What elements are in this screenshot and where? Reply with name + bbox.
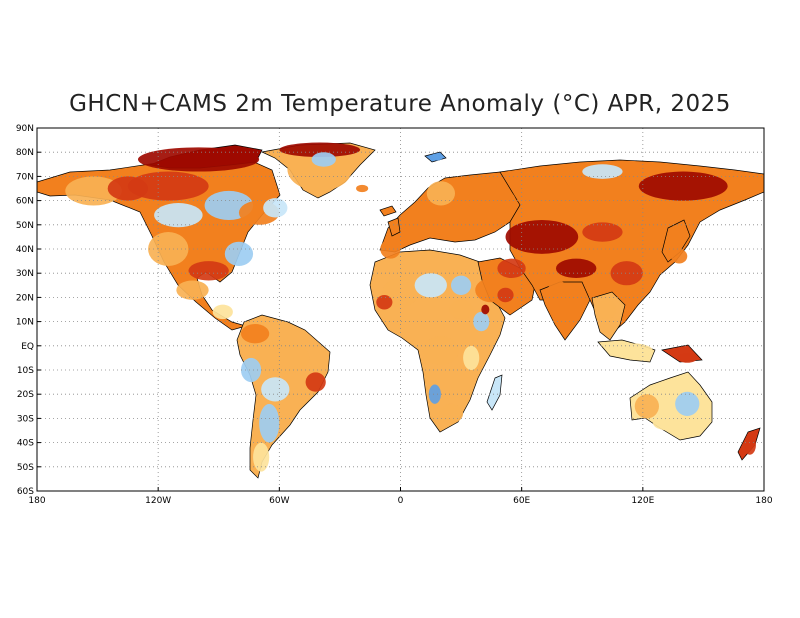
x-tick-label: 180 bbox=[755, 496, 772, 506]
y-tick-label: 50S bbox=[17, 463, 34, 473]
x-tick-label: 0 bbox=[398, 496, 404, 506]
y-axis-ticks: 90N 80N 70N 60N 50N 40N 30N 20N 10N EQ 10S 20S 30S 40… bbox=[16, 124, 41, 497]
y-tick-label: 30N bbox=[16, 269, 34, 279]
anomaly-us-midwest bbox=[188, 232, 229, 257]
anomaly-congo bbox=[422, 336, 460, 366]
anomaly-nw-canada bbox=[127, 171, 209, 201]
y-tick-label: 60S bbox=[17, 487, 34, 497]
y-tick-label: 40S bbox=[17, 439, 34, 449]
x-tick-label: 180 bbox=[28, 496, 45, 506]
anomaly-sahara-central bbox=[414, 273, 447, 298]
anomaly-europe bbox=[406, 212, 456, 237]
anomaly-central-asia bbox=[505, 219, 579, 254]
anomaly-amazon bbox=[249, 340, 310, 375]
anomaly-peru bbox=[240, 357, 262, 383]
anomaly-brazil-east bbox=[305, 372, 326, 392]
anomaly-red-sea bbox=[481, 304, 490, 315]
anomaly-australia-south bbox=[652, 415, 686, 431]
gridlines bbox=[37, 128, 764, 491]
anomaly-mexico bbox=[176, 280, 209, 300]
y-tick-label: 10S bbox=[17, 366, 34, 376]
anomaly-mongolia bbox=[582, 222, 623, 242]
anomaly-egypt bbox=[450, 275, 472, 295]
anomaly-greenland-north bbox=[279, 142, 361, 158]
anomaly-labrador bbox=[263, 198, 288, 218]
anomaly-new-zealand bbox=[743, 435, 756, 455]
anomaly-alaska bbox=[65, 176, 122, 206]
anomaly-argentina bbox=[259, 403, 280, 443]
y-tick-label: 80N bbox=[16, 148, 34, 158]
anomaly-canadian-arctic bbox=[137, 147, 260, 172]
anomaly-siberia-central bbox=[553, 181, 611, 211]
anomaly-patagonia bbox=[253, 442, 270, 472]
anomaly-central-america bbox=[212, 304, 233, 320]
british-isles bbox=[387, 217, 401, 237]
anomaly-siberia-east bbox=[638, 171, 728, 201]
y-tick-label: 20S bbox=[17, 390, 34, 400]
anomaly-bolivia bbox=[261, 377, 290, 402]
anomaly-russia-west bbox=[467, 186, 516, 216]
x-tick-label: 120E bbox=[631, 496, 654, 506]
iceland bbox=[379, 205, 397, 217]
x-tick-label: 120W bbox=[145, 496, 171, 506]
anomaly-south-africa bbox=[438, 403, 464, 424]
land-layer bbox=[37, 142, 764, 479]
anomaly-australia-east bbox=[675, 391, 700, 416]
y-tick-label: 20N bbox=[16, 293, 34, 303]
anomaly-colombia bbox=[240, 324, 270, 344]
anomaly-svalbard bbox=[430, 153, 443, 161]
anomaly-india bbox=[545, 280, 571, 315]
x-tick-label: 60E bbox=[513, 496, 530, 506]
anomaly-arabia-east bbox=[497, 287, 514, 303]
anomaly-siberia-north bbox=[582, 164, 623, 179]
anomaly-sahel-west bbox=[376, 294, 393, 310]
anomaly-greenland-core bbox=[311, 152, 336, 167]
anomaly-us-south bbox=[188, 261, 229, 281]
anomaly-china-east bbox=[610, 261, 643, 286]
anomaly-new-guinea bbox=[677, 353, 698, 363]
anomaly-indonesia bbox=[612, 343, 653, 358]
y-tick-label: 70N bbox=[16, 172, 34, 182]
anomaly-us-east bbox=[224, 241, 254, 266]
x-axis-ticks: 180 120W 60W 0 60E 120E 180 bbox=[28, 487, 773, 506]
chart-title: GHCN+CAMS 2m Temperature Anomaly (°C) AP… bbox=[69, 91, 731, 117]
anomaly-east-africa bbox=[463, 345, 480, 370]
y-tick-label: 90N bbox=[16, 124, 34, 134]
y-tick-label: 40N bbox=[16, 245, 34, 255]
anomaly-sudan bbox=[448, 299, 474, 320]
y-tick-label: 50N bbox=[16, 221, 34, 231]
madagascar bbox=[486, 374, 503, 411]
y-tick-label: 60N bbox=[16, 197, 34, 207]
y-tick-label: 30S bbox=[17, 414, 34, 424]
anomaly-australia-west bbox=[634, 394, 659, 419]
anomaly-greenland bbox=[287, 147, 353, 191]
anomaly-us-west bbox=[148, 232, 189, 266]
x-tick-label: 60W bbox=[269, 496, 289, 506]
anomaly-patches bbox=[65, 142, 756, 472]
anomaly-namibia bbox=[428, 384, 441, 404]
anomaly-tibet bbox=[555, 258, 597, 279]
y-tick-label: EQ bbox=[21, 342, 34, 352]
anomaly-iberia bbox=[380, 239, 401, 259]
anomaly-scandinavia bbox=[426, 181, 456, 206]
anomaly-iceland bbox=[356, 184, 369, 193]
anomaly-se-asia bbox=[596, 299, 617, 320]
anomaly-japan bbox=[671, 249, 688, 264]
anomaly-prairies bbox=[154, 203, 203, 228]
y-tick-label: 10N bbox=[16, 318, 34, 328]
anomaly-iran bbox=[497, 258, 526, 279]
